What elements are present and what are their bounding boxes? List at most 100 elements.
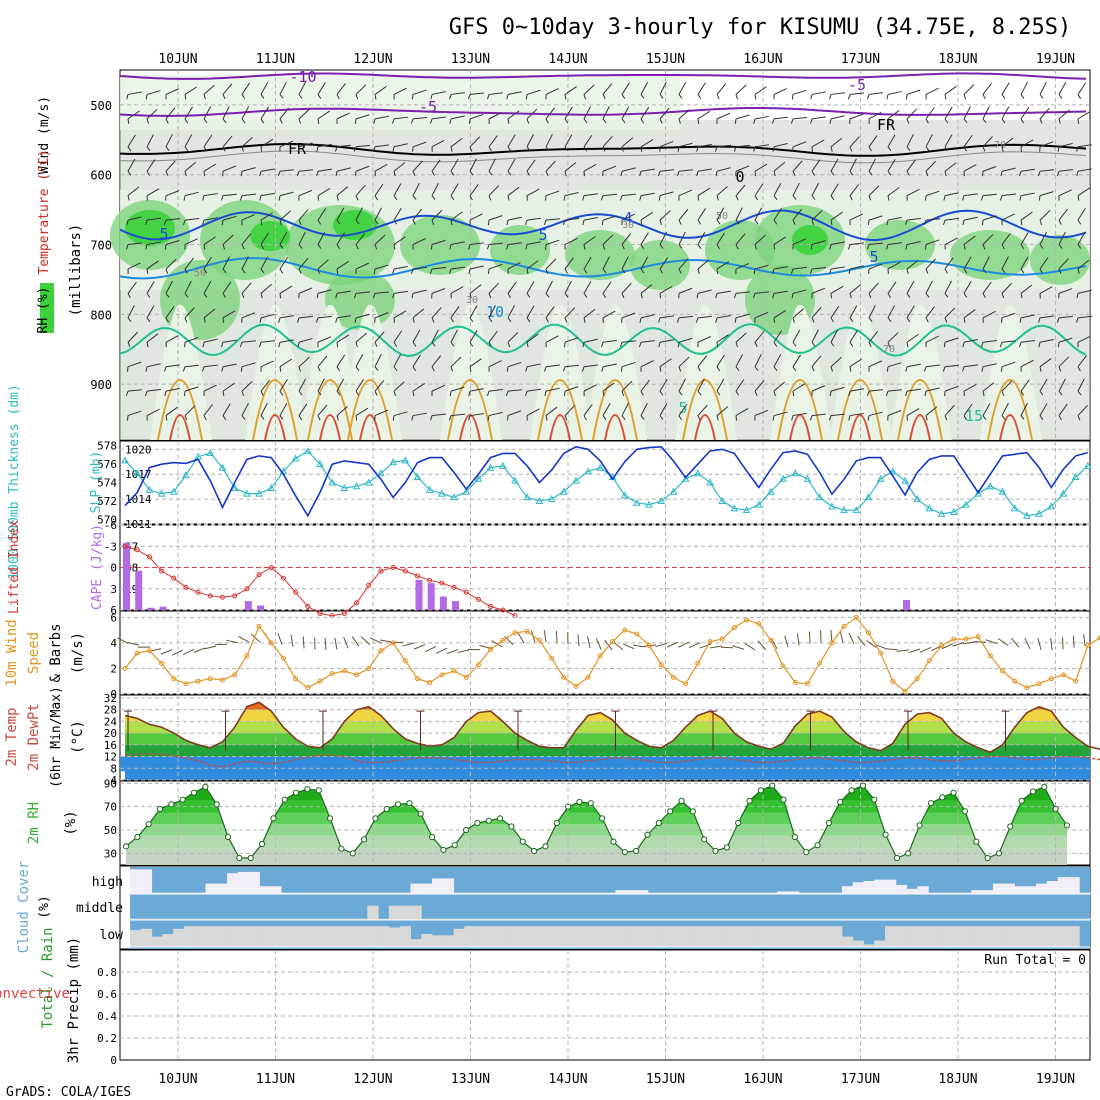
wind-barb [336,167,351,172]
thickness-point [547,495,556,503]
wind-barb [165,160,176,172]
surface-wind-barb [1083,633,1086,646]
wind-barb-flag [260,390,264,396]
wind-speed-point [122,665,128,671]
cloud-clear-bar [496,892,509,894]
rh-point [156,805,164,813]
wind-barb [298,231,306,245]
cloud-clear-bar [971,890,983,894]
wind-barb-flag [678,219,682,225]
wind-speed-point [646,642,652,648]
wind-barb [146,281,155,294]
cloud-clear-bar [130,930,142,947]
cloud-clear-bar [130,918,142,920]
wind-barb [450,115,465,120]
wind-barb [507,281,517,294]
temp-label-2: 2m DewPt [26,703,42,770]
wind-barb [298,378,307,392]
wind-barb [279,285,293,294]
rh-point [701,836,708,843]
wind-barb [944,364,959,368]
wind-barb [811,385,826,392]
wind-barb [659,285,673,294]
rh-point [485,817,492,824]
wind-barb [716,314,731,319]
wind-speed-point [683,681,689,687]
wind-speed-point [780,663,786,669]
lifted-index-point [402,568,408,574]
wind-barb-flag [373,268,376,274]
rh-point [372,815,379,822]
wind-barb-flag [792,341,797,347]
thickness-tick-label: 576 [97,458,117,471]
wind-barb [374,264,389,270]
thickness-point [572,476,580,484]
wind-barb-flag [449,244,452,250]
wind-barb [735,165,750,172]
wind-barb [830,266,845,270]
wind-barb [279,379,288,392]
wind-barb-flag [944,94,947,100]
wind-barb-flag [449,118,452,124]
wind-barb [735,291,750,294]
wind-barb-flag [297,146,300,152]
wind-barb [944,307,956,319]
cloud-clear-bar [302,918,314,920]
wind-barb-flag [468,415,471,421]
wind-barb [431,91,446,95]
wind-barb-flag [469,293,472,299]
wind-barb-flag [260,146,263,152]
cloud-clear-bar [227,918,239,920]
wind-barb-flag [317,390,322,396]
wind-barb-flag [410,118,414,124]
rh-point [871,796,878,803]
wind-barb-flag [885,390,889,397]
wind-barb-flag [241,293,245,299]
wind-barb-flag [583,317,586,323]
wind-label-1: 10m Wind [4,619,20,686]
wind-barb [526,241,541,246]
wind-speed-point [829,640,835,646]
wind-barb [260,138,274,148]
wind-barb-flag [640,220,643,226]
rh-point [780,796,787,803]
wind-barb-flag [336,366,341,372]
wind-barb-flag [467,94,471,100]
wind-barb [887,110,900,120]
wind-barb-flag [127,317,132,323]
wind-barb [887,134,896,148]
surface-wind-barb [744,643,756,651]
precip-tick-label: 0.8 [97,966,117,979]
wind-barb-flag [887,342,891,348]
wind-barb-flag [1058,268,1062,274]
wind-speed-point [987,653,993,659]
wind-barb [507,361,522,368]
cloud-clear-bar [658,892,670,894]
wind-barb-flag [411,415,414,421]
wind-speed-point [512,630,518,636]
wind-barb-flag [849,366,852,372]
surface-wind-barb [117,637,129,644]
rh-contour-label: 30 [622,220,634,231]
wind-barb [621,282,632,294]
wind-barb [222,339,237,343]
rh-point [757,787,764,794]
wind-barb [659,257,669,270]
wind-barb [963,193,978,197]
wind-barb-flag [355,244,359,250]
wind-barb-flag [621,118,626,124]
wind-barb [241,402,249,416]
wind-barb-flag [906,268,909,274]
wind-barb [906,280,915,294]
wind-barb [298,287,313,294]
wind-barb-flag [393,171,396,177]
wind-barb [469,413,484,417]
wind-barb [716,406,729,416]
wind-tick-label: 6 [110,611,117,624]
wind-barb-flag [221,342,224,348]
wind-barb [564,134,573,148]
rh-point [394,801,402,808]
wind-barb [469,158,477,172]
slp-tick-label: 1014 [125,493,152,506]
wind-barb-flag [602,391,605,397]
